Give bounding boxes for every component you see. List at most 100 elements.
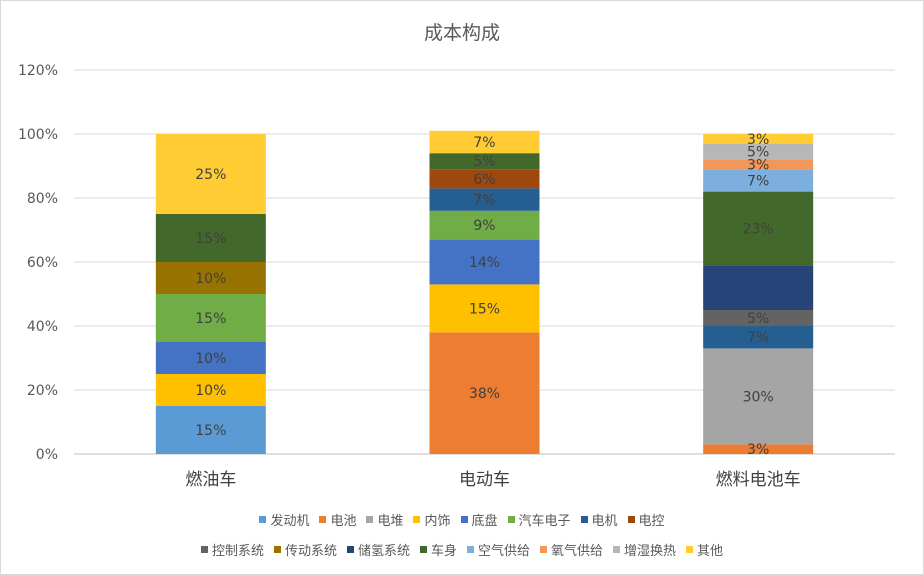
data-label: 23% <box>743 221 774 237</box>
legend-swatch <box>580 516 588 523</box>
legend-item: 车身 <box>419 540 457 559</box>
bar-segment <box>155 134 266 214</box>
bar-segment <box>429 284 540 333</box>
data-label: 15% <box>469 301 500 317</box>
bar-segment <box>703 159 814 170</box>
bar-segment <box>155 294 266 342</box>
bar-segment <box>703 310 814 326</box>
bar-segment <box>155 214 266 262</box>
x-tick-label: 燃料电池车 <box>716 470 801 490</box>
legend-item: 氧气供给 <box>540 540 603 559</box>
data-label: 5% <box>747 145 769 161</box>
bar-segment <box>429 239 540 285</box>
legend-swatch <box>627 516 635 523</box>
legend-row: 发动机 电池 电堆 内饰 底盘 汽车电子 电机 电控 <box>0 510 924 529</box>
data-label: 15% <box>195 423 226 439</box>
legend-label: 氧气供给 <box>551 544 604 559</box>
legend-row: 控制系统 传动系统 储氢系统 车身 空气供给 氧气供给 增湿换热 其他 <box>0 540 924 559</box>
legend-item: 传动系统 <box>273 540 337 559</box>
y-tick-label: 20% <box>27 383 58 399</box>
legend-label: 控制系统 <box>211 544 264 559</box>
bar-segment <box>703 191 814 266</box>
bar-segment <box>429 153 540 170</box>
y-tick-label: 120% <box>18 63 58 79</box>
legend-item: 电池 <box>319 510 356 529</box>
data-label: 6% <box>473 172 495 188</box>
legend-swatch <box>467 546 474 553</box>
bar-segment <box>429 169 540 189</box>
legend-item: 其他 <box>686 540 723 559</box>
legend-label: 电堆 <box>377 514 404 529</box>
data-label: 7% <box>473 193 495 209</box>
legend-swatch <box>273 546 281 553</box>
legend-label: 传动系统 <box>284 544 337 559</box>
data-label: 7% <box>747 330 769 346</box>
bar-segment <box>703 348 814 445</box>
bar-segment <box>429 188 540 211</box>
legend-swatch <box>507 516 515 523</box>
legend-item: 内饰 <box>413 510 451 529</box>
data-label: 30% <box>743 389 774 405</box>
x-tick-label: 电动车 <box>459 470 510 490</box>
y-tick-label: 60% <box>27 255 58 271</box>
data-label: 7% <box>473 135 495 151</box>
legend-label: 车身 <box>430 544 457 559</box>
data-label: 15% <box>195 311 226 327</box>
data-label: 7% <box>747 173 769 189</box>
legend-swatch <box>346 546 354 553</box>
legend-label: 底盘 <box>471 514 498 529</box>
y-tick-label: 100% <box>18 127 58 143</box>
y-tick-label: 0% <box>36 447 58 463</box>
bar-segment <box>155 406 266 454</box>
legend-item: 控制系统 <box>200 540 264 559</box>
bar-segment <box>155 374 266 406</box>
legend-swatch <box>540 546 548 553</box>
data-label: 10% <box>195 383 226 399</box>
bar-segment <box>429 332 540 454</box>
legend-label: 储氢系统 <box>357 544 410 559</box>
y-tick-label: 40% <box>27 319 58 335</box>
legend-swatch <box>319 516 327 523</box>
legend-label: 发动机 <box>270 514 310 529</box>
data-label: 5% <box>473 154 495 170</box>
data-label: 3% <box>747 442 769 458</box>
legend-swatch <box>613 546 621 553</box>
legend-item: 储氢系统 <box>346 540 410 559</box>
bar-segment <box>703 326 814 349</box>
bar-segment <box>155 262 266 294</box>
legend-item: 电机 <box>580 510 618 529</box>
legend-item: 电堆 <box>366 510 403 529</box>
legend-swatch <box>419 546 427 553</box>
bar-segment <box>703 143 814 160</box>
legend-label: 内饰 <box>424 514 451 529</box>
legend-item: 底盘 <box>460 510 498 529</box>
legend-swatch <box>259 516 267 523</box>
data-label: 9% <box>473 218 495 234</box>
bar-segment <box>703 444 814 454</box>
data-label: 25% <box>195 167 226 183</box>
legend-swatch <box>460 516 468 523</box>
data-label: 38% <box>469 386 500 402</box>
legend-swatch <box>200 546 208 553</box>
legend-item: 电控 <box>627 510 665 529</box>
legend-label: 电控 <box>638 514 665 529</box>
legend-label: 电机 <box>591 514 618 529</box>
legend-label: 电池 <box>330 514 357 529</box>
bar-segment <box>429 130 540 154</box>
data-label: 10% <box>195 351 226 367</box>
legend-label: 汽车电子 <box>518 514 571 529</box>
chart-title: 成本构成 <box>423 22 500 44</box>
legend-swatch <box>686 546 694 553</box>
data-label: 15% <box>195 231 226 247</box>
x-tick-label: 燃油车 <box>185 470 236 490</box>
bar-segment <box>155 342 266 374</box>
data-label: 3% <box>747 132 769 148</box>
legend-swatch <box>366 516 374 523</box>
bar-segment <box>703 169 814 192</box>
legend-item: 增湿换热 <box>613 540 676 559</box>
legend-item: 汽车电子 <box>507 510 571 529</box>
bar-segment <box>703 265 814 310</box>
legend-label: 其他 <box>697 544 724 559</box>
bar-segment <box>703 134 814 144</box>
